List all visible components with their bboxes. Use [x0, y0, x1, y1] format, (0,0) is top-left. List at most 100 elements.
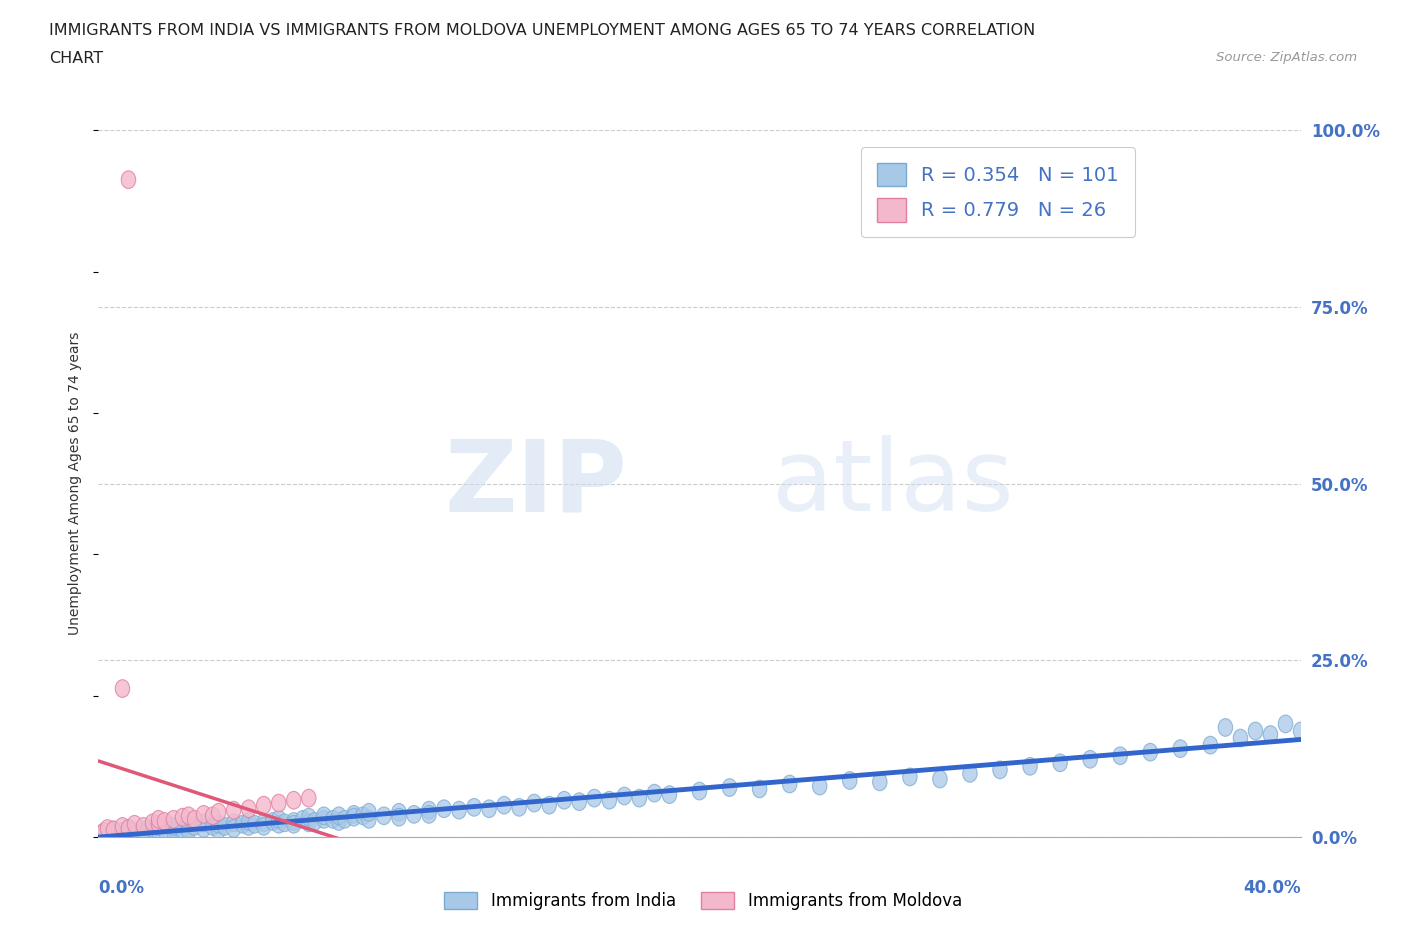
Legend: R = 0.354   N = 101, R = 0.779   N = 26: R = 0.354 N = 101, R = 0.779 N = 26: [862, 147, 1135, 237]
Ellipse shape: [152, 816, 166, 833]
Ellipse shape: [94, 825, 108, 843]
Ellipse shape: [166, 811, 181, 829]
Ellipse shape: [197, 814, 211, 831]
Ellipse shape: [211, 821, 226, 839]
Ellipse shape: [107, 821, 121, 839]
Ellipse shape: [256, 814, 271, 831]
Ellipse shape: [115, 680, 129, 698]
Ellipse shape: [145, 819, 160, 837]
Ellipse shape: [157, 821, 172, 839]
Ellipse shape: [166, 817, 181, 835]
Ellipse shape: [332, 813, 346, 830]
Ellipse shape: [932, 770, 948, 788]
Ellipse shape: [308, 813, 322, 830]
Ellipse shape: [226, 802, 240, 819]
Ellipse shape: [1083, 751, 1098, 768]
Ellipse shape: [557, 791, 571, 809]
Ellipse shape: [242, 800, 256, 817]
Text: 0.0%: 0.0%: [98, 880, 145, 897]
Ellipse shape: [287, 816, 301, 833]
Ellipse shape: [301, 790, 316, 807]
Ellipse shape: [247, 816, 262, 833]
Ellipse shape: [157, 813, 172, 830]
Ellipse shape: [256, 817, 271, 835]
Ellipse shape: [337, 811, 352, 829]
Ellipse shape: [181, 819, 195, 837]
Ellipse shape: [287, 791, 301, 809]
Ellipse shape: [128, 816, 142, 833]
Ellipse shape: [100, 819, 115, 837]
Ellipse shape: [152, 822, 166, 840]
Ellipse shape: [205, 807, 219, 825]
Ellipse shape: [205, 817, 219, 835]
Ellipse shape: [692, 782, 707, 800]
Ellipse shape: [256, 796, 271, 814]
Ellipse shape: [301, 814, 316, 831]
Ellipse shape: [235, 816, 250, 833]
Ellipse shape: [647, 784, 662, 802]
Text: atlas: atlas: [772, 435, 1014, 532]
Ellipse shape: [121, 819, 136, 837]
Ellipse shape: [1278, 715, 1292, 733]
Ellipse shape: [295, 811, 309, 829]
Ellipse shape: [541, 796, 557, 814]
Ellipse shape: [271, 794, 285, 812]
Ellipse shape: [572, 792, 586, 811]
Ellipse shape: [301, 808, 316, 826]
Legend: Immigrants from India, Immigrants from Moldova: Immigrants from India, Immigrants from M…: [437, 885, 969, 917]
Ellipse shape: [873, 773, 887, 790]
Ellipse shape: [617, 787, 631, 804]
Ellipse shape: [226, 814, 240, 831]
Ellipse shape: [176, 821, 190, 839]
Ellipse shape: [1114, 747, 1128, 764]
Ellipse shape: [422, 805, 436, 823]
Ellipse shape: [467, 799, 481, 817]
Ellipse shape: [782, 776, 797, 792]
Ellipse shape: [181, 816, 195, 833]
Ellipse shape: [1263, 725, 1278, 743]
Text: 40.0%: 40.0%: [1243, 880, 1301, 897]
Ellipse shape: [512, 799, 526, 817]
Ellipse shape: [633, 790, 647, 807]
Ellipse shape: [218, 817, 232, 835]
Text: ZIP: ZIP: [444, 435, 627, 532]
Ellipse shape: [1143, 743, 1157, 761]
Ellipse shape: [97, 822, 111, 840]
Ellipse shape: [496, 796, 512, 814]
Ellipse shape: [136, 817, 150, 835]
Ellipse shape: [145, 814, 160, 831]
Ellipse shape: [166, 819, 181, 837]
Ellipse shape: [266, 813, 280, 830]
Ellipse shape: [316, 807, 330, 825]
Ellipse shape: [287, 813, 301, 830]
Ellipse shape: [406, 805, 422, 823]
Ellipse shape: [662, 786, 676, 804]
Ellipse shape: [903, 768, 917, 786]
Ellipse shape: [128, 822, 142, 840]
Ellipse shape: [392, 804, 406, 821]
Ellipse shape: [482, 800, 496, 817]
Ellipse shape: [181, 807, 195, 825]
Ellipse shape: [813, 777, 827, 795]
Ellipse shape: [842, 772, 858, 790]
Ellipse shape: [197, 805, 211, 823]
Ellipse shape: [115, 822, 129, 840]
Ellipse shape: [332, 807, 346, 825]
Ellipse shape: [121, 819, 136, 837]
Ellipse shape: [181, 822, 195, 840]
Ellipse shape: [115, 817, 129, 835]
Ellipse shape: [176, 808, 190, 826]
Ellipse shape: [1294, 723, 1308, 740]
Ellipse shape: [993, 761, 1007, 778]
Ellipse shape: [347, 808, 361, 826]
Ellipse shape: [602, 791, 617, 809]
Ellipse shape: [1053, 754, 1067, 772]
Ellipse shape: [166, 822, 181, 840]
Ellipse shape: [963, 764, 977, 782]
Ellipse shape: [451, 802, 467, 819]
Ellipse shape: [527, 794, 541, 812]
Text: IMMIGRANTS FROM INDIA VS IMMIGRANTS FROM MOLDOVA UNEMPLOYMENT AMONG AGES 65 TO 7: IMMIGRANTS FROM INDIA VS IMMIGRANTS FROM…: [49, 23, 1035, 38]
Text: Source: ZipAtlas.com: Source: ZipAtlas.com: [1216, 51, 1357, 64]
Ellipse shape: [377, 807, 391, 825]
Ellipse shape: [1218, 719, 1233, 737]
